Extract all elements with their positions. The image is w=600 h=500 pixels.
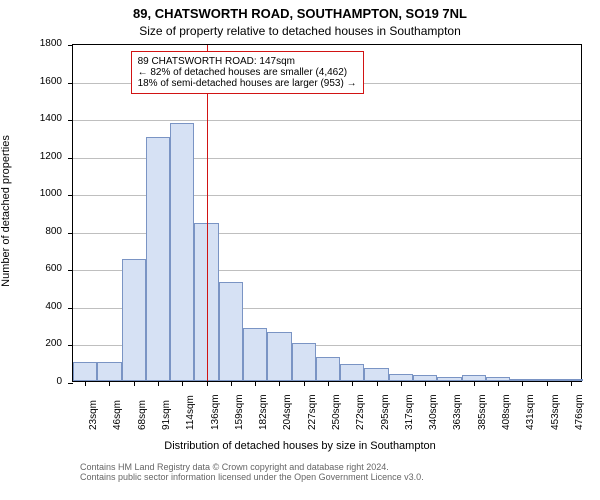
y-tick-label: 1600: [0, 76, 62, 87]
y-tick-mark: [68, 158, 73, 159]
x-tick-mark: [449, 381, 450, 386]
y-tick-mark: [68, 308, 73, 309]
y-tick-label: 1800: [0, 38, 62, 49]
x-tick-label: 91sqm: [161, 400, 172, 430]
reference-info-line1: 89 CHATSWORTH ROAD: 147sqm: [138, 56, 357, 67]
x-tick-label: 272sqm: [355, 394, 366, 430]
gridline-h: [73, 120, 581, 121]
y-tick-mark: [68, 270, 73, 271]
histogram-bar: [146, 137, 170, 381]
x-tick-label: 317sqm: [404, 394, 415, 430]
chart-title-line1: 89, CHATSWORTH ROAD, SOUTHAMPTON, SO19 7…: [0, 6, 600, 21]
y-tick-mark: [68, 195, 73, 196]
histogram-bar: [364, 368, 388, 381]
histogram-bar: [243, 328, 267, 381]
x-tick-label: 159sqm: [234, 394, 245, 430]
y-tick-mark: [68, 345, 73, 346]
x-tick-mark: [109, 381, 110, 386]
reference-info-line2: ← 82% of detached houses are smaller (4,…: [138, 67, 357, 78]
x-tick-label: 453sqm: [550, 394, 561, 430]
x-tick-label: 408sqm: [501, 394, 512, 430]
y-tick-label: 600: [0, 263, 62, 274]
y-tick-label: 0: [0, 376, 62, 387]
x-tick-label: 340sqm: [428, 394, 439, 430]
x-tick-mark: [255, 381, 256, 386]
y-tick-mark: [68, 120, 73, 121]
x-tick-label: 227sqm: [307, 394, 318, 430]
x-tick-label: 385sqm: [477, 394, 488, 430]
x-tick-label: 250sqm: [331, 394, 342, 430]
x-tick-label: 46sqm: [112, 400, 123, 430]
x-tick-mark: [328, 381, 329, 386]
histogram-bar: [340, 364, 364, 381]
chart-title-line2: Size of property relative to detached ho…: [0, 24, 600, 38]
x-tick-label: 431sqm: [525, 394, 536, 430]
x-tick-mark: [474, 381, 475, 386]
x-tick-mark: [352, 381, 353, 386]
y-tick-label: 1000: [0, 188, 62, 199]
histogram-bar: [316, 357, 340, 381]
histogram-bar: [97, 362, 121, 381]
y-tick-mark: [68, 233, 73, 234]
chart-container: 89, CHATSWORTH ROAD, SOUTHAMPTON, SO19 7…: [0, 0, 600, 500]
y-tick-label: 1400: [0, 113, 62, 124]
x-tick-mark: [498, 381, 499, 386]
histogram-bar: [267, 332, 291, 381]
x-tick-mark: [522, 381, 523, 386]
x-tick-mark: [134, 381, 135, 386]
histogram-bar: [73, 362, 97, 381]
x-tick-mark: [571, 381, 572, 386]
reference-info-box: 89 CHATSWORTH ROAD: 147sqm← 82% of detac…: [131, 51, 364, 94]
y-tick-label: 200: [0, 338, 62, 349]
histogram-bar: [389, 374, 413, 382]
histogram-bar: [122, 259, 146, 381]
x-tick-label: 114sqm: [185, 395, 196, 430]
x-tick-mark: [401, 381, 402, 386]
x-tick-mark: [377, 381, 378, 386]
x-tick-mark: [304, 381, 305, 386]
footer-line1: Contains HM Land Registry data © Crown c…: [80, 462, 424, 472]
reference-line: [207, 45, 208, 381]
histogram-bar: [292, 343, 316, 381]
x-tick-mark: [182, 381, 183, 386]
histogram-bar: [219, 282, 243, 381]
y-tick-mark: [68, 383, 73, 384]
x-tick-label: 476sqm: [574, 394, 585, 430]
x-tick-mark: [231, 381, 232, 386]
x-tick-label: 68sqm: [137, 400, 148, 430]
y-tick-label: 400: [0, 301, 62, 312]
y-axis-title: Number of detached properties: [0, 111, 12, 311]
x-tick-label: 23sqm: [88, 400, 99, 430]
y-tick-mark: [68, 83, 73, 84]
footer-attribution: Contains HM Land Registry data © Crown c…: [80, 462, 424, 482]
x-tick-label: 204sqm: [282, 394, 293, 430]
x-tick-mark: [547, 381, 548, 386]
x-tick-label: 136sqm: [210, 394, 221, 430]
footer-line2: Contains public sector information licen…: [80, 472, 424, 482]
x-tick-label: 363sqm: [452, 394, 463, 430]
reference-info-line3: 18% of semi-detached houses are larger (…: [138, 78, 357, 89]
histogram-bar: [170, 123, 194, 381]
x-tick-label: 295sqm: [380, 394, 391, 430]
plot-area: 89 CHATSWORTH ROAD: 147sqm← 82% of detac…: [72, 44, 582, 382]
x-tick-mark: [158, 381, 159, 386]
x-tick-label: 182sqm: [258, 394, 269, 430]
x-tick-mark: [279, 381, 280, 386]
x-tick-mark: [85, 381, 86, 386]
y-tick-label: 800: [0, 226, 62, 237]
x-axis-title: Distribution of detached houses by size …: [0, 440, 600, 452]
y-tick-mark: [68, 45, 73, 46]
x-tick-mark: [425, 381, 426, 386]
x-tick-mark: [207, 381, 208, 386]
y-tick-label: 1200: [0, 151, 62, 162]
